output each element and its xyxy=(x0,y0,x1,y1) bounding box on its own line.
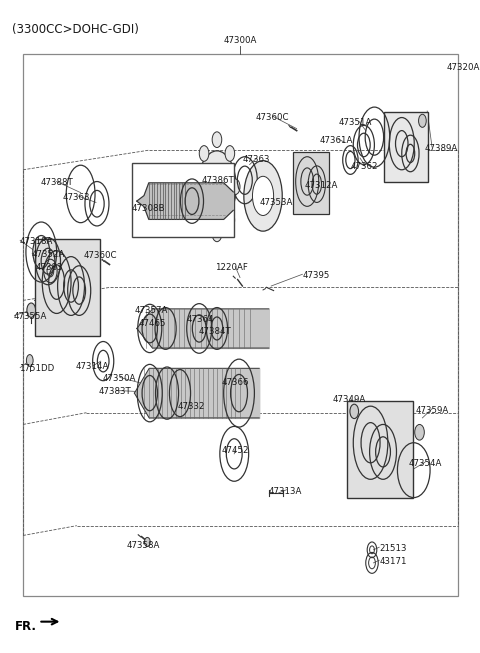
Text: 47362: 47362 xyxy=(351,162,379,171)
Ellipse shape xyxy=(199,212,209,228)
Text: 47308B: 47308B xyxy=(132,204,166,214)
Ellipse shape xyxy=(194,179,204,195)
Text: 43171: 43171 xyxy=(379,557,407,566)
Text: 47332: 47332 xyxy=(177,402,205,411)
Ellipse shape xyxy=(415,424,424,440)
Bar xyxy=(23,54,458,596)
Text: 47366: 47366 xyxy=(221,377,249,387)
Bar xyxy=(132,163,234,237)
Text: 47465: 47465 xyxy=(139,319,167,328)
Text: (3300CC>DOHC-GDI): (3300CC>DOHC-GDI) xyxy=(12,23,139,36)
Ellipse shape xyxy=(350,404,359,419)
Text: 47350A: 47350A xyxy=(102,374,136,383)
Text: 47360C: 47360C xyxy=(256,113,289,122)
Text: 1751DD: 1751DD xyxy=(19,364,54,374)
Text: 1220AF: 1220AF xyxy=(216,263,248,272)
Ellipse shape xyxy=(225,212,235,228)
Text: 47354A: 47354A xyxy=(408,459,442,468)
Text: 47359A: 47359A xyxy=(415,406,449,415)
Bar xyxy=(347,401,413,498)
Text: 47360C: 47360C xyxy=(84,251,118,261)
Text: 47318A: 47318A xyxy=(19,237,53,246)
Text: 47395: 47395 xyxy=(302,271,330,280)
Text: 21513: 21513 xyxy=(379,544,407,553)
Ellipse shape xyxy=(198,151,236,223)
Ellipse shape xyxy=(212,132,222,148)
Text: 47313A: 47313A xyxy=(269,486,302,496)
Ellipse shape xyxy=(252,176,274,215)
Text: 47363: 47363 xyxy=(243,155,271,164)
Ellipse shape xyxy=(244,161,282,231)
Text: 47312A: 47312A xyxy=(305,181,338,190)
Text: 47349A: 47349A xyxy=(333,395,366,404)
Ellipse shape xyxy=(212,226,222,242)
Text: 47351A: 47351A xyxy=(338,118,372,127)
Text: 47358A: 47358A xyxy=(126,541,160,550)
Ellipse shape xyxy=(419,114,426,127)
Text: 47353A: 47353A xyxy=(259,198,293,207)
Bar xyxy=(293,151,329,214)
Text: 47361A: 47361A xyxy=(319,136,353,145)
Text: 47355A: 47355A xyxy=(13,312,47,321)
Text: 47452: 47452 xyxy=(221,446,249,455)
Text: 47300A: 47300A xyxy=(223,36,257,45)
Text: 47388T: 47388T xyxy=(40,178,73,187)
Text: 47386T: 47386T xyxy=(202,176,235,185)
Text: 47320A: 47320A xyxy=(446,63,480,72)
Text: 47363: 47363 xyxy=(63,193,91,202)
Text: 47314A: 47314A xyxy=(75,362,109,372)
Ellipse shape xyxy=(144,537,150,547)
Text: 47357A: 47357A xyxy=(134,306,168,315)
Bar xyxy=(35,239,100,336)
Text: 47384T: 47384T xyxy=(199,327,231,336)
Ellipse shape xyxy=(26,355,33,366)
Ellipse shape xyxy=(199,146,209,161)
Text: 47364: 47364 xyxy=(187,315,215,325)
Ellipse shape xyxy=(206,167,228,206)
Text: FR.: FR. xyxy=(14,620,36,633)
Text: 47383: 47383 xyxy=(36,263,63,272)
Ellipse shape xyxy=(230,179,240,195)
Polygon shape xyxy=(137,183,233,219)
Ellipse shape xyxy=(27,303,36,317)
Ellipse shape xyxy=(225,146,235,161)
Text: 47389A: 47389A xyxy=(425,144,458,153)
Text: 47383T: 47383T xyxy=(99,387,132,396)
Bar xyxy=(384,112,428,182)
Text: 47352A: 47352A xyxy=(31,250,65,259)
